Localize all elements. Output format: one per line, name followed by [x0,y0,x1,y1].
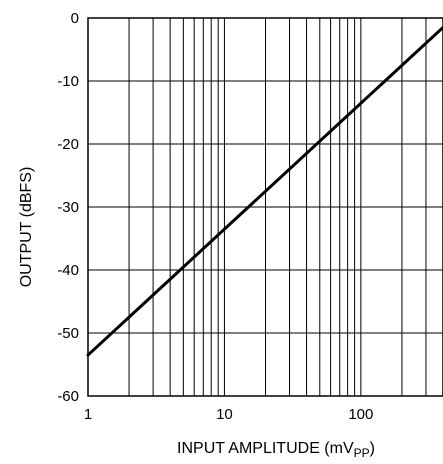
y-tick-label: -20 [57,136,79,153]
x-tick-label: 1 [84,406,92,423]
x-tick-labels: 1 10 100 [84,406,374,423]
y-tick-labels: 0 -10 -20 -30 -40 -50 -60 [57,10,79,405]
y-tick-label: -40 [57,262,79,279]
x-axis-title-subscript: PP [354,446,370,460]
y-tick-label: -10 [57,73,79,90]
x-tick-label: 10 [216,406,233,423]
series-line [86,25,443,357]
y-tick-label: -50 [57,325,79,342]
y-tick-label: -60 [57,388,79,405]
y-axis-title: OUTPUT (dBFS) [18,167,35,288]
series-group [86,25,443,357]
x-axis-title-main: INPUT AMPLITUDE (mV [177,440,354,457]
x-axis-title: INPUT AMPLITUDE (mVPP) [177,440,375,460]
y-tick-label: 0 [71,10,79,27]
x-tick-label: 100 [348,406,373,423]
x-axis-title-close: ) [370,440,375,457]
y-tick-label: -30 [57,199,79,216]
plot-frame [87,17,443,397]
